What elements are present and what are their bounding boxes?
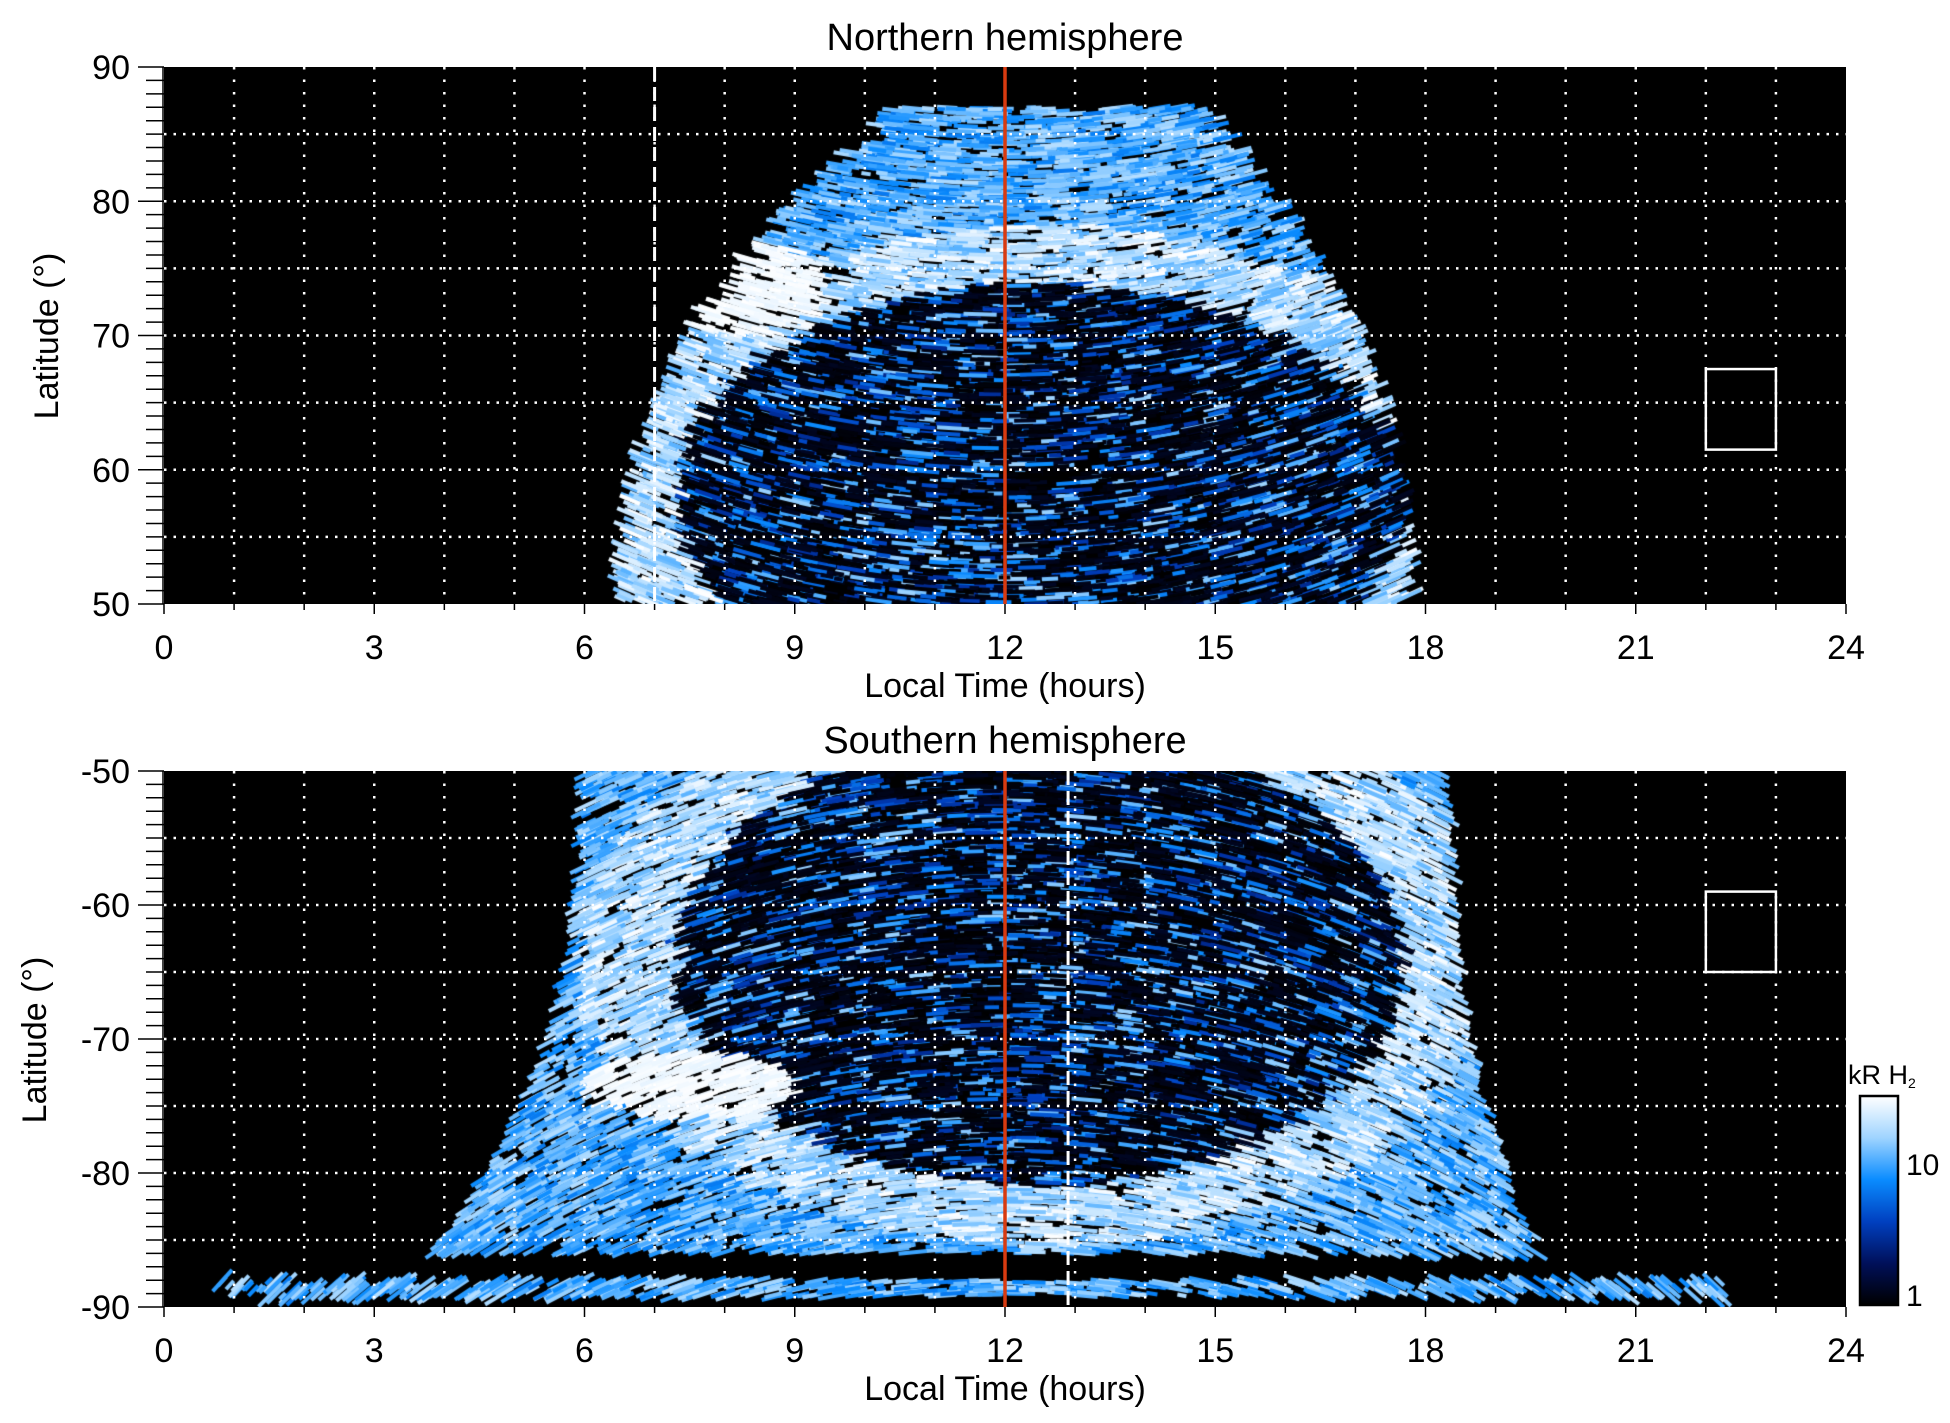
y-tick-label: 90 — [92, 49, 130, 87]
colorbar-fill — [1858, 1094, 1900, 1307]
x-tick-label: 0 — [155, 629, 174, 667]
x-tick-label: 6 — [575, 629, 594, 667]
reference-box — [1704, 890, 1778, 974]
north-xlabel: Local Time (hours) — [864, 667, 1146, 705]
x-tick-label: 18 — [1407, 1332, 1445, 1370]
colorbar-unit: kR H2 — [1848, 1060, 1916, 1091]
x-tick-label: 12 — [986, 1332, 1024, 1370]
y-tick-label: 70 — [92, 318, 130, 356]
south-ylabel: Latitude (°) — [16, 957, 54, 1124]
x-tick-label: 0 — [155, 1332, 174, 1370]
x-tick-label: 3 — [365, 629, 384, 667]
x-tick-label: 24 — [1827, 1332, 1865, 1370]
y-tick-label: -90 — [81, 1289, 130, 1327]
x-tick-label: 3 — [365, 1332, 384, 1370]
y-tick-label: -80 — [81, 1155, 130, 1193]
y-tick-label: -50 — [81, 753, 130, 791]
y-tick-label: 80 — [92, 183, 130, 221]
y-tick-label: 50 — [92, 586, 130, 624]
north-title: Northern hemisphere — [827, 17, 1184, 59]
y-tick-label: 60 — [92, 452, 130, 490]
x-tick-label: 21 — [1617, 1332, 1655, 1370]
x-tick-label: 21 — [1617, 629, 1655, 667]
reference-box — [1704, 367, 1778, 451]
south-xlabel: Local Time (hours) — [864, 1370, 1146, 1408]
y-tick-label: -60 — [81, 887, 130, 925]
x-tick-label: 9 — [785, 629, 804, 667]
x-tick-label: 6 — [575, 1332, 594, 1370]
x-tick-label: 12 — [986, 629, 1024, 667]
x-tick-label: 15 — [1196, 629, 1234, 667]
south-title: Southern hemisphere — [823, 720, 1186, 762]
x-tick-label: 18 — [1407, 629, 1445, 667]
colorbar-tick-label: 1 — [1906, 1280, 1923, 1313]
y-tick-label: -70 — [81, 1021, 130, 1059]
x-tick-label: 15 — [1196, 1332, 1234, 1370]
x-tick-label: 9 — [785, 1332, 804, 1370]
x-tick-label: 24 — [1827, 629, 1865, 667]
north-ylabel: Latitude (°) — [28, 253, 66, 420]
colorbar-tick-label: 10 — [1906, 1149, 1939, 1182]
colorbar: kR H2 10 1 — [1848, 1060, 1939, 1313]
